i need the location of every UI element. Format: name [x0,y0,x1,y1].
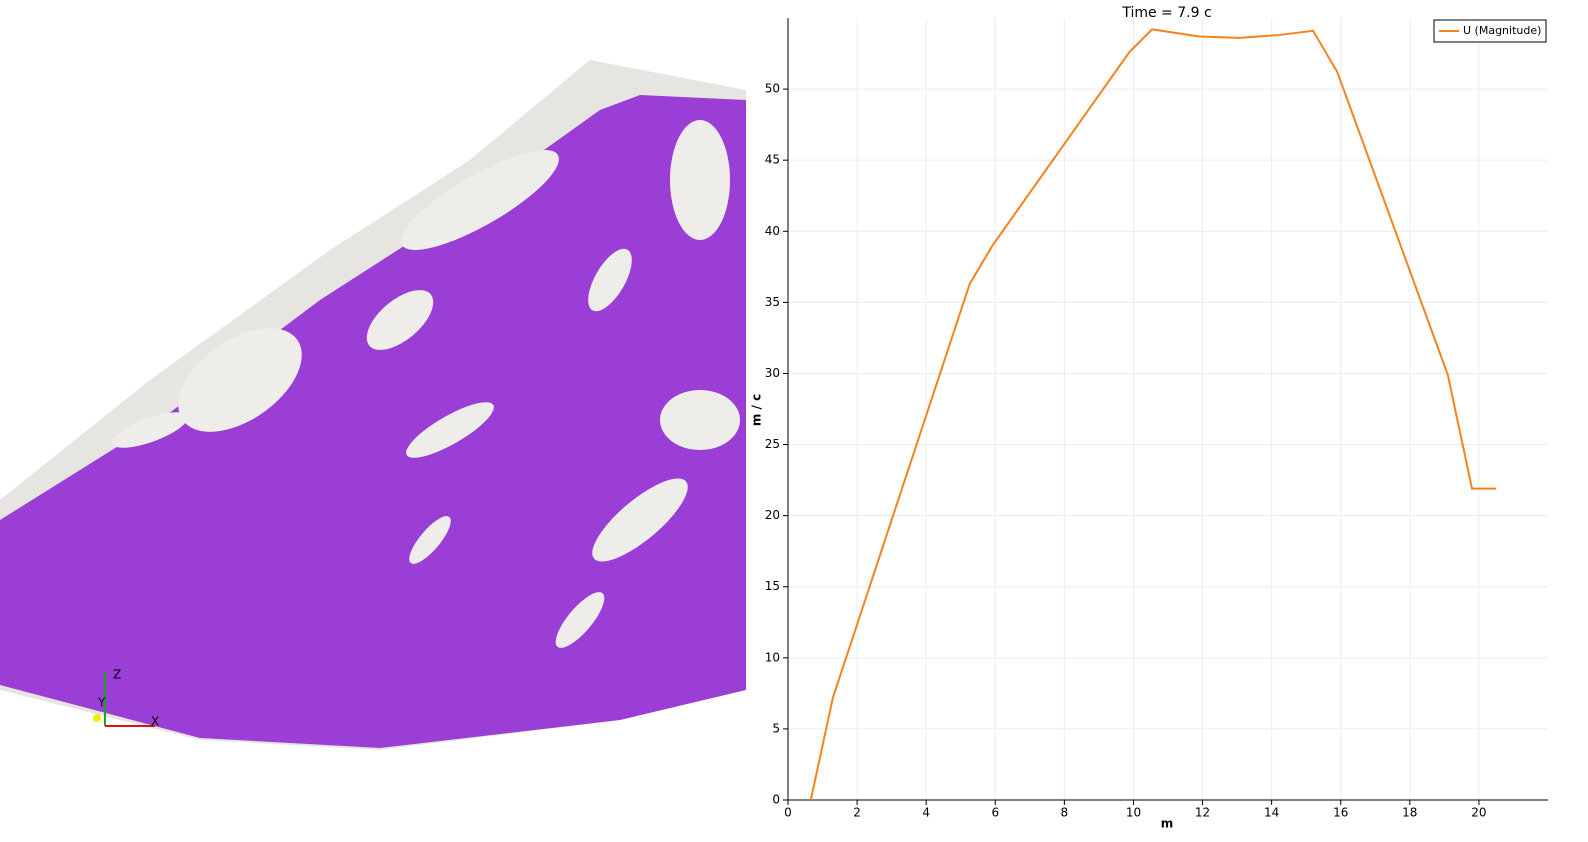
axis-y [93,714,101,722]
x-tick-label: 8 [1061,806,1069,820]
y-tick-label: 10 [765,650,780,664]
y-tick-label: 45 [765,153,780,167]
x-tick-label: 12 [1195,806,1210,820]
axis-label: Y [97,696,106,710]
y-axis-label: m / c [750,394,764,426]
y-tick-label: 15 [765,579,780,593]
legend-label: U (Magnitude) [1463,24,1541,37]
chart: Time = 7.9 c m m / c 0510152025303540455… [750,5,1548,831]
axis-label: Z [113,668,121,682]
x-tick-label: 16 [1333,806,1348,820]
surface-patches [112,120,740,648]
chart-title: Time = 7.9 c [1121,5,1211,21]
data-line [809,28,1497,801]
x-tick-label: 14 [1264,806,1279,820]
y-tick-label: 40 [765,224,780,238]
x-tick-label: 4 [922,806,930,820]
x-axis-label: m [1161,817,1174,831]
x-tick-label: 6 [991,806,999,820]
render-view: Z Y X [0,60,746,750]
y-tick-label: 35 [765,295,780,309]
axis-label: X [151,715,159,729]
y-tick-label: 0 [772,793,780,807]
y-tick-label: 20 [765,508,780,522]
x-tick-label: 10 [1126,806,1141,820]
x-tick-label: 0 [784,806,792,820]
y-tick-label: 25 [765,437,780,451]
x-tick-label: 2 [853,806,861,820]
y-tick-label: 5 [772,721,780,735]
x-tick-label: 18 [1402,806,1417,820]
y-tick-label: 50 [765,82,780,96]
y-tick-label: 30 [765,366,780,380]
terrain-surface [0,95,746,748]
x-tick-label: 20 [1471,806,1486,820]
legend-box [1433,19,1547,43]
